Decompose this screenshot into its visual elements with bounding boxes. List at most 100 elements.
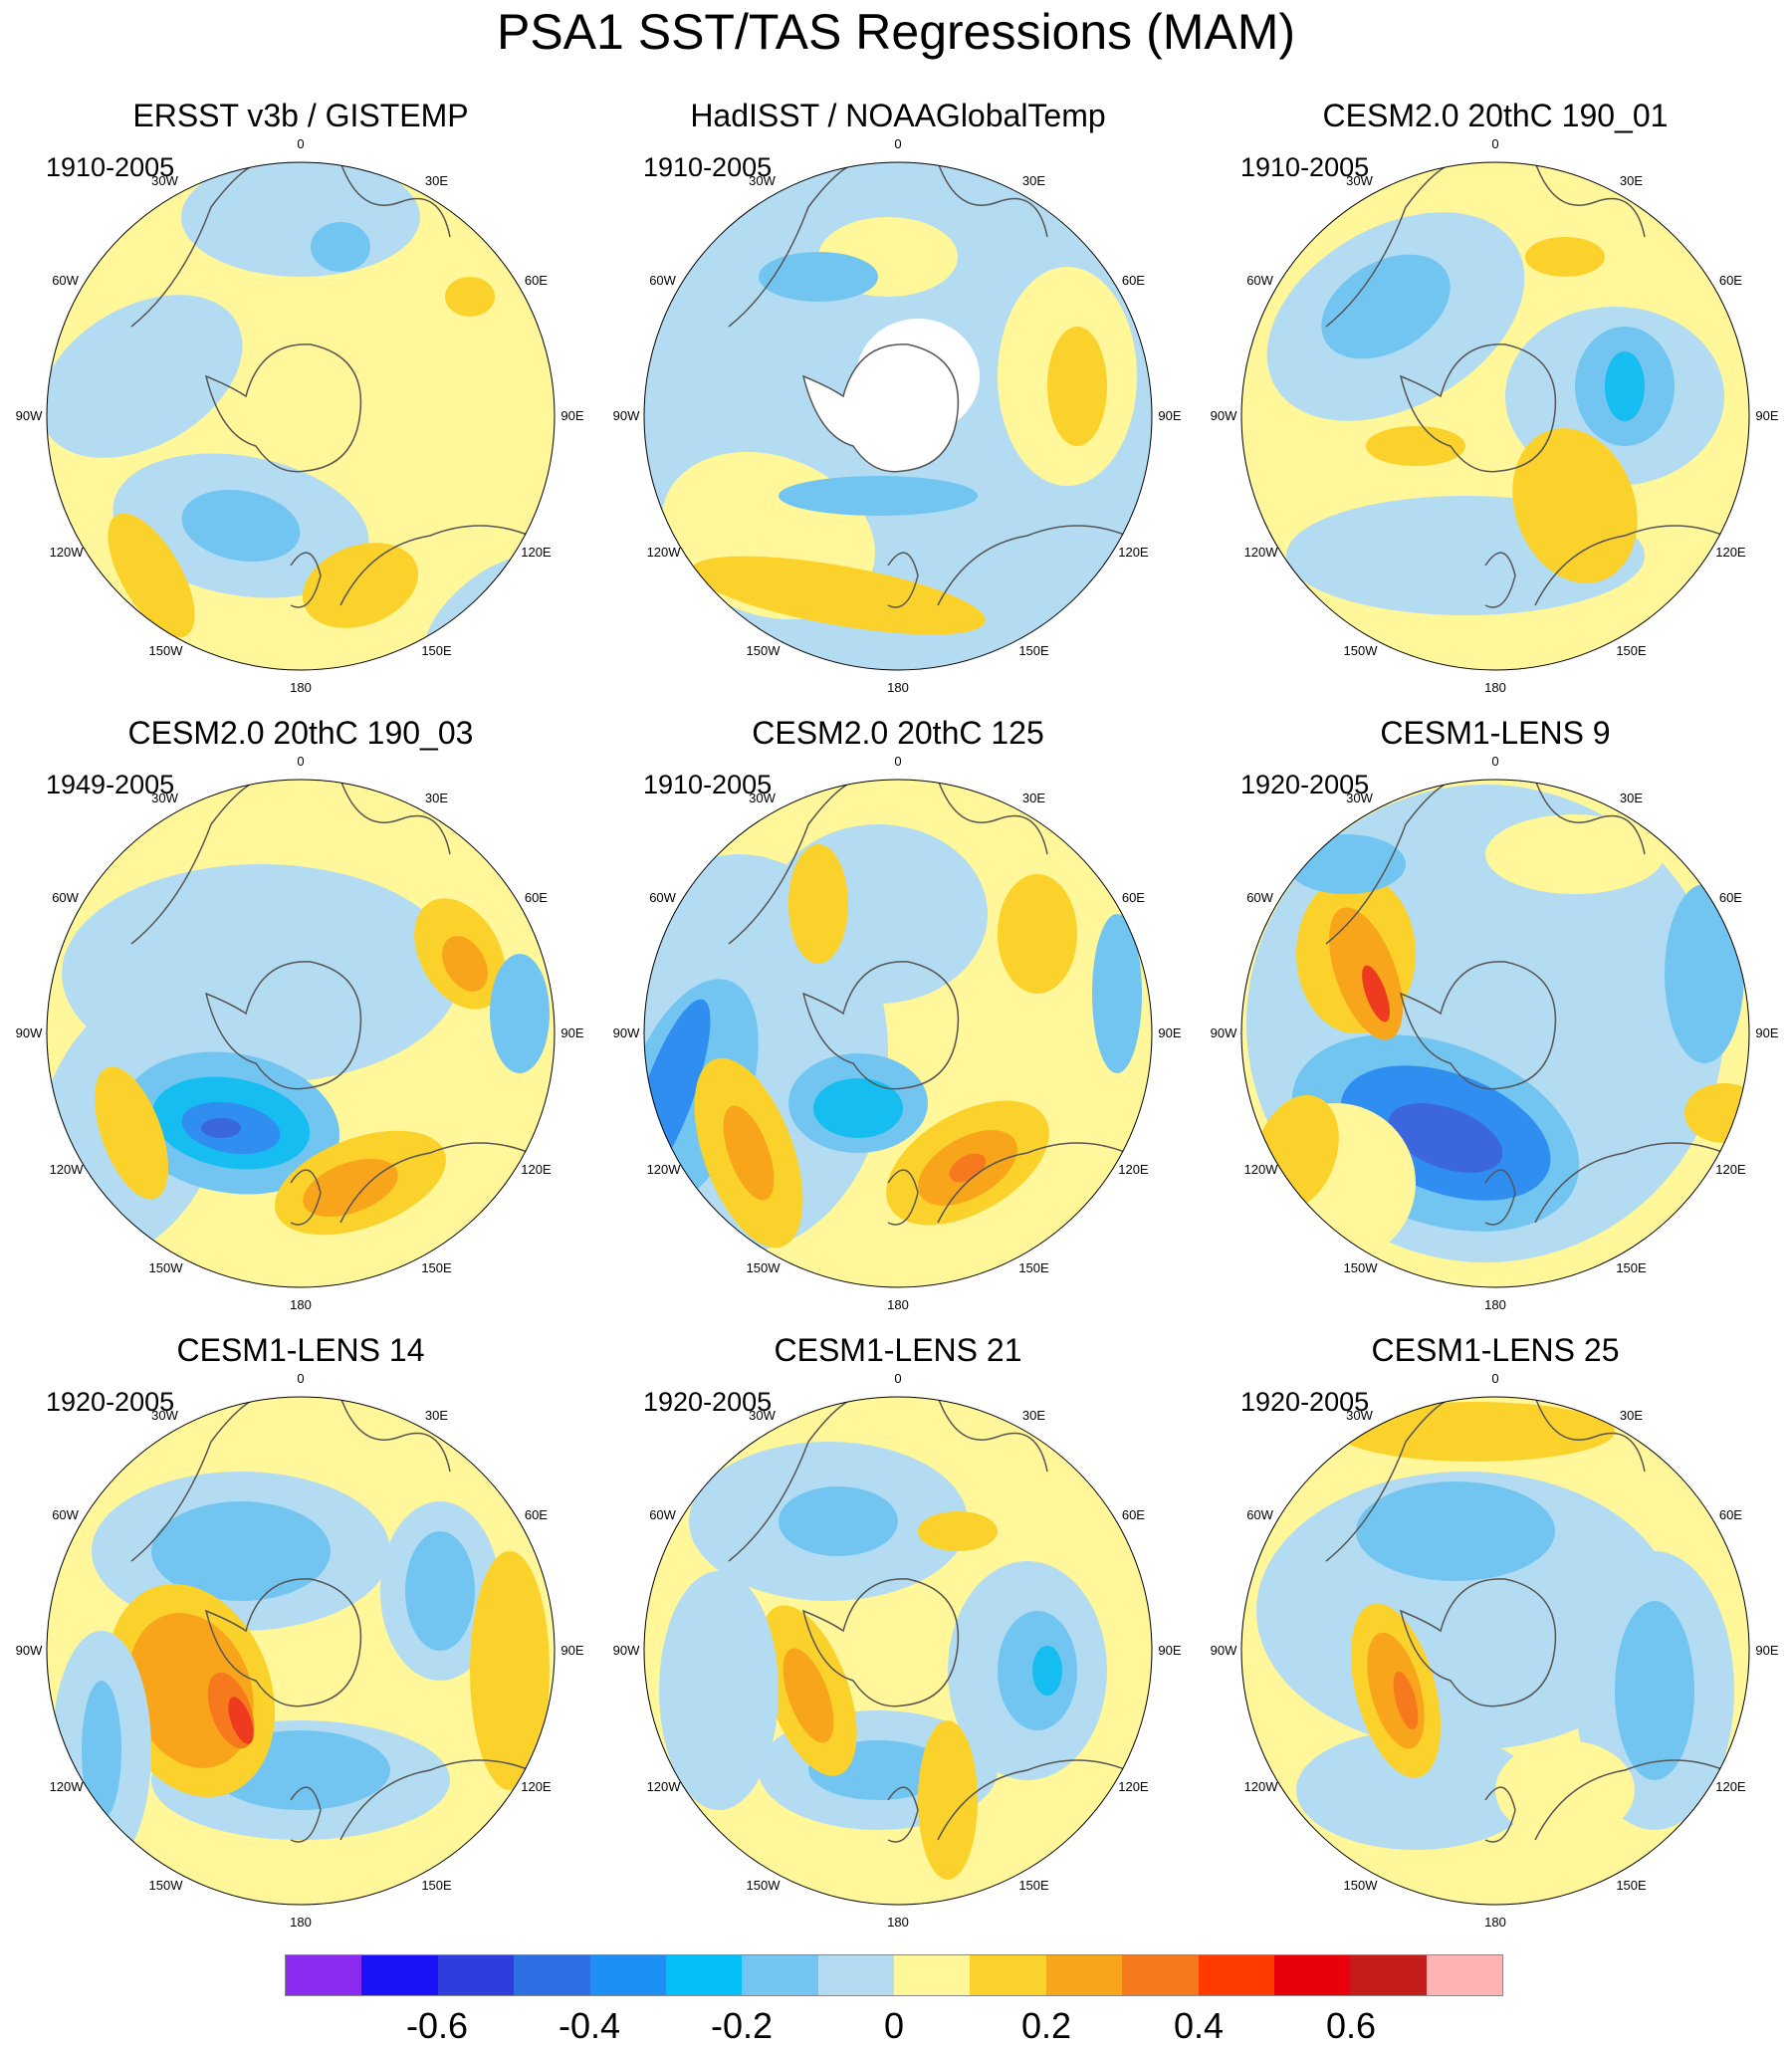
colorbar-swatch: [970, 1955, 1046, 1995]
longitude-label: 0: [1491, 754, 1499, 769]
longitude-label: 30W: [749, 172, 776, 188]
longitude-label: 0: [1491, 136, 1499, 151]
longitude-label: 90E: [1158, 408, 1182, 423]
period-label: 1920-2005: [1240, 1387, 1370, 1417]
polar-stereographic-map: [1240, 161, 1750, 671]
longitude-label: 120E: [1715, 1161, 1746, 1177]
longitude-label: 90W: [612, 408, 640, 423]
polar-stereographic-map: [643, 161, 1153, 671]
longitude-label: 0: [297, 136, 305, 151]
coastline: [1534, 780, 1646, 855]
antarctica-coastline: [801, 1578, 960, 1707]
period-label: 1910-2005: [1240, 152, 1370, 182]
antarctica-coastline: [204, 1578, 362, 1707]
coastline: [937, 525, 1128, 606]
map-border: [643, 1396, 1153, 1906]
longitude-label: 150W: [148, 643, 183, 659]
longitude-label: 120W: [646, 1778, 681, 1794]
longitude-label: 30E: [424, 172, 449, 188]
period-label: 1910-2005: [643, 770, 773, 799]
longitude-label: 30E: [1021, 172, 1046, 188]
longitude-label: 90W: [612, 1643, 640, 1658]
longitude-label: 90E: [560, 1025, 584, 1040]
longitude-label: 150W: [148, 1260, 183, 1276]
panel-title: ERSST v3b / GISTEMP: [132, 98, 469, 133]
coastline: [728, 1397, 859, 1562]
longitude-label: 30W: [151, 1407, 178, 1423]
polar-stereographic-map: [643, 1396, 1153, 1906]
contour-region: [1362, 965, 1390, 1023]
contour-region: [813, 1078, 903, 1138]
longitude-label: 30W: [749, 1407, 776, 1423]
contour-region: [302, 543, 419, 628]
colorbar-swatch: [514, 1955, 590, 1995]
contour-region: [1605, 351, 1645, 421]
antarctica-coastline: [1399, 1578, 1557, 1707]
map-border: [46, 779, 556, 1288]
coastline: [290, 552, 322, 608]
coastline: [887, 552, 919, 608]
colorbar-swatch: [1122, 1955, 1199, 1995]
longitude-label: 0: [894, 136, 902, 151]
longitude-label: 180: [887, 1915, 909, 1930]
contour-region: [759, 252, 878, 302]
longitude-label: 90E: [1158, 1025, 1182, 1040]
longitude-label: 150W: [746, 1878, 781, 1894]
longitude-label: 120W: [49, 1778, 84, 1794]
longitude-label: 180: [1484, 1297, 1506, 1312]
contour-region: [228, 1697, 254, 1744]
coastline: [937, 1142, 1128, 1224]
longitude-label: 120W: [1243, 544, 1278, 560]
longitude-label: 30E: [424, 790, 449, 805]
coastline: [1534, 1759, 1725, 1841]
longitude-label: 30E: [1021, 790, 1046, 805]
period-label: 1920-2005: [46, 1387, 175, 1417]
longitude-label: 0: [297, 1371, 305, 1386]
contour-region: [303, 1158, 398, 1218]
contour-region: [1296, 1730, 1535, 1850]
longitude-label: 90W: [612, 1025, 640, 1040]
coastline: [1534, 1397, 1646, 1473]
colorbar-swatch: [286, 1955, 362, 1995]
contour-region: [1388, 1103, 1503, 1173]
coastline: [339, 1759, 531, 1841]
figure-title: PSA1 SST/TAS Regressions (MAM): [496, 4, 1296, 60]
panel-title: CESM2.0 20thC 190_01: [1322, 98, 1669, 133]
longitude-label: 120W: [49, 544, 84, 560]
longitude-label: 0: [894, 1371, 902, 1386]
coastline: [1534, 162, 1646, 238]
colorbar-swatch: [361, 1955, 438, 1995]
longitude-label: 120W: [49, 1161, 84, 1177]
map-border: [46, 161, 556, 671]
colorbar-swatch: [742, 1955, 818, 1995]
colorbar-swatch: [817, 1955, 894, 1995]
longitude-label: 60W: [52, 889, 79, 905]
longitude-label: 150E: [1616, 1260, 1647, 1276]
panel-title: HadISST / NOAAGlobalTemp: [690, 98, 1106, 133]
polar-stereographic-map: [643, 779, 1153, 1288]
longitude-label: 150E: [421, 1878, 452, 1894]
period-label: 1920-2005: [643, 1387, 773, 1417]
longitude-label: 0: [1491, 1371, 1499, 1386]
longitude-label: 60E: [1121, 889, 1145, 905]
longitude-label: 90W: [15, 408, 43, 423]
colorbar: [285, 1954, 1503, 1996]
coastline: [339, 780, 451, 855]
contour-region: [1495, 1740, 1635, 1840]
contour-region: [1047, 327, 1107, 446]
longitude-label: 180: [1484, 680, 1506, 695]
longitude-label: 60W: [1246, 889, 1273, 905]
map-border: [643, 779, 1153, 1288]
colorbar-tick-label: 0: [883, 2005, 905, 2046]
contour-region: [470, 1551, 550, 1790]
map-border: [1240, 1396, 1750, 1906]
longitude-label: 30E: [1021, 1407, 1046, 1423]
colorbar-swatch: [437, 1955, 515, 1995]
contour-region: [311, 222, 370, 272]
longitude-label: 120E: [521, 1778, 552, 1794]
map-border: [643, 161, 1153, 671]
contour-region: [1092, 914, 1142, 1073]
contour-region: [442, 936, 488, 992]
longitude-label: 30W: [151, 790, 178, 805]
longitude-label: 120E: [521, 1161, 552, 1177]
